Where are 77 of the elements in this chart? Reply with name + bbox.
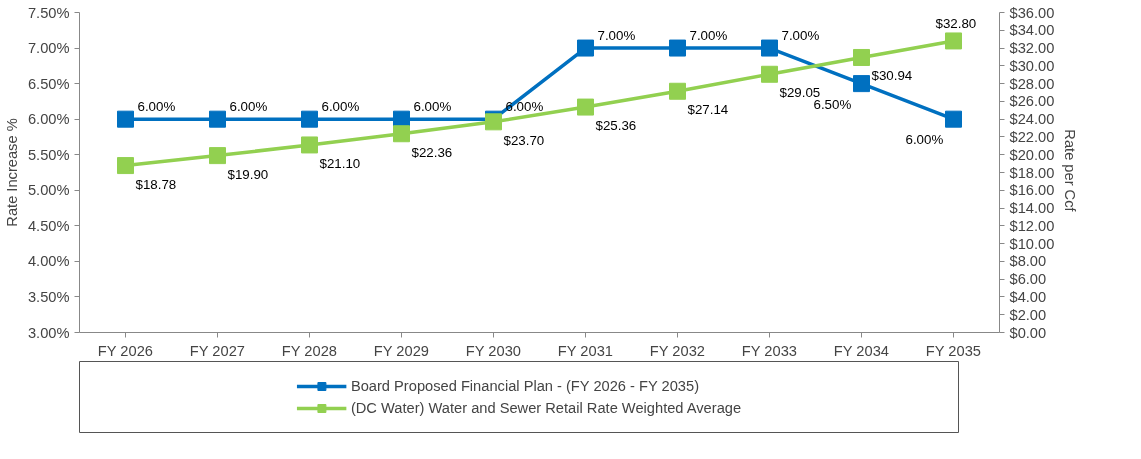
y-tick-label: 5.50% — [27, 146, 70, 163]
y2-tick-label: $18.00 — [1009, 164, 1055, 181]
point — [117, 110, 134, 128]
data-label: $21.10 — [319, 155, 361, 171]
x-tick-label: FY 2035 — [925, 342, 981, 359]
point — [945, 32, 962, 50]
y2-tick-label: $22.00 — [1009, 128, 1055, 145]
y2-tick-label: $34.00 — [1009, 22, 1055, 39]
y2-axis-title: Rate per Ccf — [1062, 129, 1079, 213]
y2-tick-label: $30.00 — [1009, 57, 1055, 74]
y2-tick-label: $4.00 — [1009, 288, 1047, 305]
point — [301, 110, 318, 128]
x-tick-label: FY 2030 — [465, 342, 521, 359]
data-label: 6.00% — [137, 99, 176, 115]
data-label: 7.00% — [597, 28, 636, 44]
y2-tick-label: $2.00 — [1009, 306, 1047, 323]
y2-tick-label: $0.00 — [1009, 324, 1047, 341]
data-label: 7.00% — [689, 28, 728, 44]
point — [853, 75, 870, 93]
y-axis-title: Rate Increase % — [3, 118, 20, 227]
point — [761, 65, 778, 83]
y-tick-label: 4.00% — [27, 253, 70, 270]
x-tick-label: FY 2026 — [97, 342, 153, 359]
y2-tick-label: $28.00 — [1009, 75, 1055, 92]
data-label: 6.00% — [413, 99, 452, 115]
point — [577, 98, 594, 116]
data-label: 6.00% — [321, 99, 360, 115]
point — [669, 82, 686, 100]
legend-label: (DC Water) Water and Sewer Retail Rate Weighted Average — [350, 400, 742, 416]
point — [945, 110, 962, 128]
x-tick-label: FY 2027 — [189, 342, 245, 359]
data-label: $23.70 — [503, 132, 545, 148]
x-tick-label: FY 2032 — [649, 342, 705, 359]
y2-tick-label: $12.00 — [1009, 217, 1055, 234]
y-tick-label: 5.00% — [27, 182, 70, 199]
point — [669, 39, 686, 57]
point — [117, 157, 134, 175]
y2-tick-label: $8.00 — [1009, 253, 1047, 270]
point — [209, 147, 226, 165]
y2-tick-label: $24.00 — [1009, 111, 1055, 128]
y2-tick-label: $32.00 — [1009, 40, 1055, 57]
data-label: $25.36 — [595, 118, 637, 134]
point — [577, 39, 594, 57]
y2-tick-label: $10.00 — [1009, 235, 1055, 252]
data-label: $32.80 — [935, 15, 977, 31]
y2-tick-label: $14.00 — [1009, 200, 1055, 217]
data-label: $27.14 — [687, 102, 729, 118]
x-tick-label: FY 2028 — [281, 342, 337, 359]
data-label: $30.94 — [871, 68, 913, 84]
data-label: 6.00% — [229, 99, 268, 115]
y-tick-label: 6.00% — [27, 111, 70, 128]
data-label: 6.00% — [905, 132, 944, 148]
point — [393, 125, 410, 143]
x-tick-label: FY 2033 — [741, 342, 797, 359]
y2-tick-label: $6.00 — [1009, 271, 1047, 288]
y2-tick-label: $16.00 — [1009, 182, 1055, 199]
y2-tick-label: $20.00 — [1009, 146, 1055, 163]
data-label: $18.78 — [135, 176, 177, 192]
x-tick-label: FY 2029 — [373, 342, 429, 359]
y-tick-label: 7.00% — [27, 40, 70, 57]
data-label: 7.00% — [781, 28, 820, 44]
point — [209, 110, 226, 128]
point — [301, 136, 318, 154]
point — [761, 39, 778, 57]
data-label: $19.90 — [227, 166, 269, 182]
x-tick-label: FY 2031 — [557, 342, 613, 359]
x-tick-label: FY 2034 — [833, 342, 889, 359]
data-label: $22.36 — [411, 144, 453, 160]
legend-label: Board Proposed Financial Plan - (FY 2026 - FY 2035) — [350, 378, 700, 394]
y-tick-label: 3.50% — [27, 288, 70, 305]
y2-tick-label: $36.00 — [1009, 4, 1055, 21]
y-tick-label: 6.50% — [27, 75, 70, 92]
y-tick-label: 4.50% — [27, 217, 70, 234]
point — [853, 48, 870, 66]
y2-tick-label: $26.00 — [1009, 93, 1055, 110]
y-tick-label: 3.00% — [27, 324, 70, 341]
y-tick-label: 7.50% — [27, 4, 70, 21]
